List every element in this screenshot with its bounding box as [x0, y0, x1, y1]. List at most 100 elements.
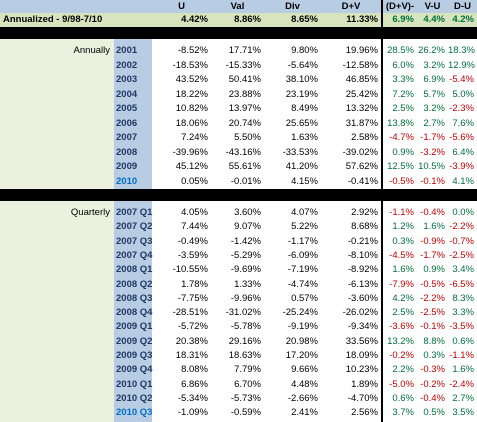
val-cell[interactable]: -43.16%	[225, 146, 261, 158]
dv-minus-u-cell[interactable]: -4.5%	[389, 249, 414, 261]
dv-cell[interactable]: 57.62%	[345, 161, 378, 172]
v-minus-u-cell[interactable]: -3.2%	[420, 146, 445, 158]
v-minus-u-cell[interactable]: 26.2%	[418, 45, 445, 56]
d-minus-u-cell[interactable]: -2.4%	[449, 378, 474, 390]
dv-cell[interactable]: 19.96%	[345, 45, 378, 56]
v-minus-u-cell[interactable]: 8.8%	[423, 335, 445, 347]
v-minus-u-cell[interactable]: 3.2%	[423, 103, 445, 114]
val-cell[interactable]: 13.97%	[228, 103, 261, 114]
dv-cell[interactable]: -12.58%	[342, 59, 378, 71]
u-cell[interactable]: 18.06%	[175, 117, 208, 129]
d-minus-u-cell[interactable]: 5.0%	[452, 88, 474, 100]
dv-minus-u-cell[interactable]: -3.6%	[389, 321, 414, 333]
dv-cell[interactable]: -0.21%	[347, 235, 378, 247]
period-cell[interactable]: 2007	[116, 132, 138, 143]
u-cell[interactable]: -3.59%	[177, 249, 208, 261]
period-cell[interactable]: 2001	[116, 45, 138, 56]
period-cell[interactable]: 2009 Q2	[116, 335, 153, 347]
v-minus-u-cell[interactable]: -0.4%	[420, 207, 445, 218]
div-cell[interactable]: -7.19%	[287, 264, 318, 276]
dv-minus-u-cell[interactable]: 2.2%	[392, 364, 414, 376]
val-cell[interactable]: -31.02%	[225, 307, 261, 319]
dv-cell[interactable]: 13.32%	[345, 103, 378, 114]
div-cell[interactable]: 4.15%	[291, 175, 318, 187]
period-cell[interactable]: 2008 Q3	[116, 292, 153, 304]
val-cell[interactable]: -9.96%	[230, 292, 261, 304]
val-cell[interactable]: 50.41%	[228, 74, 261, 85]
div-cell[interactable]: -1.17%	[287, 235, 318, 247]
dv-minus-u-cell[interactable]: 12.5%	[387, 161, 414, 172]
col-header-div[interactable]: Div	[285, 1, 300, 12]
val-cell[interactable]: 17.71%	[228, 45, 261, 56]
dv-minus-u-cell[interactable]: 3.7%	[392, 407, 414, 419]
div-cell[interactable]: -2.66%	[287, 392, 318, 404]
val-cell[interactable]: -9.69%	[230, 264, 261, 276]
v-minus-u-cell[interactable]: 6.9%	[423, 74, 445, 85]
period-cell[interactable]: 2008 Q2	[116, 278, 153, 290]
v-minus-u-cell[interactable]: 1.6%	[423, 221, 445, 233]
val-cell[interactable]: -5.73%	[230, 392, 261, 404]
dv-cell[interactable]: -4.70%	[347, 392, 378, 404]
d-minus-u-cell[interactable]: 2.7%	[452, 392, 474, 404]
d-minus-u-cell[interactable]: -5.4%	[449, 74, 474, 85]
div-cell[interactable]: -25.24%	[282, 307, 318, 319]
d-minus-u-cell[interactable]: 12.9%	[448, 59, 475, 71]
summary-val[interactable]: 8.86%	[234, 14, 261, 25]
period-cell[interactable]: 2002	[116, 59, 138, 71]
dv-minus-u-cell[interactable]: 6.0%	[392, 59, 414, 71]
dv-minus-u-cell[interactable]: 4.2%	[392, 292, 414, 304]
dv-cell[interactable]: 31.87%	[345, 117, 378, 129]
period-cell[interactable]: 2007 Q3	[116, 235, 153, 247]
dv-cell[interactable]: -0.41%	[347, 175, 378, 187]
dv-minus-u-cell[interactable]: 1.2%	[392, 221, 414, 233]
dv-cell[interactable]: 1.89%	[351, 378, 378, 390]
dv-cell[interactable]: -39.02%	[342, 146, 378, 158]
v-minus-u-cell[interactable]: -0.3%	[420, 364, 445, 376]
period-cell[interactable]: 2009	[116, 161, 138, 172]
d-minus-u-cell[interactable]: -3.9%	[449, 161, 474, 172]
dv-cell[interactable]: -9.34%	[347, 321, 378, 333]
div-cell[interactable]: 1.63%	[291, 132, 318, 143]
period-cell[interactable]: 2010 Q2	[116, 392, 153, 404]
val-cell[interactable]: -0.59%	[230, 407, 261, 419]
dv-cell[interactable]: 25.42%	[345, 88, 378, 100]
period-cell[interactable]: 2008	[116, 146, 138, 158]
val-cell[interactable]: 7.79%	[234, 364, 261, 376]
d-minus-u-cell[interactable]: 3.5%	[452, 407, 474, 419]
div-cell[interactable]: -6.09%	[287, 249, 318, 261]
dv-minus-u-cell[interactable]: -1.1%	[389, 207, 414, 218]
u-cell[interactable]: -39.96%	[172, 146, 208, 158]
col-header-u[interactable]: U	[178, 1, 185, 12]
dv-minus-u-cell[interactable]: -0.2%	[389, 350, 414, 361]
dv-cell[interactable]: 2.56%	[351, 407, 378, 419]
d-minus-u-cell[interactable]: 4.1%	[452, 175, 474, 187]
summary-d-minus-u[interactable]: 4.2%	[452, 14, 474, 25]
summary-v-minus-u[interactable]: 4.4%	[423, 14, 445, 25]
d-minus-u-cell[interactable]: -0.7%	[449, 235, 474, 247]
v-minus-u-cell[interactable]: 5.7%	[423, 88, 445, 100]
dv-cell[interactable]: -3.60%	[347, 292, 378, 304]
dv-minus-u-cell[interactable]: 0.9%	[392, 146, 414, 158]
div-cell[interactable]: 0.57%	[291, 292, 318, 304]
col-header-dv[interactable]: D+V	[341, 1, 361, 12]
dv-cell[interactable]: 33.56%	[345, 335, 378, 347]
dv-minus-u-cell[interactable]: -7.9%	[389, 278, 414, 290]
div-cell[interactable]: 5.22%	[291, 221, 318, 233]
val-cell[interactable]: 3.60%	[234, 207, 261, 218]
div-cell[interactable]: 9.80%	[291, 45, 318, 56]
val-cell[interactable]: -15.33%	[225, 59, 261, 71]
period-cell[interactable]: 2010	[116, 175, 138, 187]
val-cell[interactable]: 5.50%	[234, 132, 261, 143]
v-minus-u-cell[interactable]: -0.5%	[420, 278, 445, 290]
dv-cell[interactable]: 46.85%	[345, 74, 378, 85]
div-cell[interactable]: -5.64%	[287, 59, 318, 71]
period-cell[interactable]: 2007 Q2	[116, 221, 153, 233]
u-cell[interactable]: 4.05%	[181, 207, 208, 218]
v-minus-u-cell[interactable]: 10.5%	[418, 161, 445, 172]
period-cell[interactable]: 2009 Q1	[116, 321, 153, 333]
period-cell[interactable]: 2005	[116, 103, 138, 114]
u-cell[interactable]: -10.55%	[172, 264, 208, 276]
dv-cell[interactable]: 18.09%	[345, 350, 378, 361]
dv-minus-u-cell[interactable]: 0.3%	[392, 235, 414, 247]
col-header-val[interactable]: Val	[230, 1, 245, 12]
